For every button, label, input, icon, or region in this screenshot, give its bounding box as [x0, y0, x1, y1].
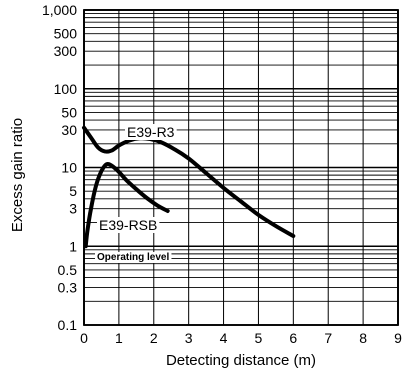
grid [83, 9, 399, 326]
y-tick-label: 0.1 [58, 317, 78, 333]
series-lines [82, 125, 296, 249]
series-line-e39-rsb [83, 161, 170, 249]
y-tick-label: 300 [54, 43, 78, 59]
y-tick-label: 0.3 [58, 279, 78, 295]
y-tick-label: 1 [69, 238, 77, 254]
y-axis-label: Excess gain ratio [9, 118, 26, 232]
x-tick-label: 0 [80, 330, 88, 346]
y-tick-label: 3 [69, 201, 77, 217]
y-tick-label: 5 [69, 183, 77, 199]
series-label-e39-rsb: E39-RSB [99, 217, 157, 233]
y-tick-label: 500 [54, 26, 78, 42]
operating-level-label-bg [95, 252, 172, 263]
series-label-e39-rsb-bg [97, 217, 160, 233]
series-label-e39-r3-bg [125, 124, 177, 140]
x-tick-label: 9 [394, 330, 402, 346]
x-tick-label: 1 [115, 330, 123, 346]
x-tick-label: 2 [150, 330, 158, 346]
series-line-e39-r3 [82, 125, 296, 238]
x-tick-label: 7 [324, 330, 332, 346]
x-axis-label: Detecting distance (m) [166, 352, 316, 369]
y-tick-label: 1,000 [42, 2, 77, 18]
y-tick-label: 50 [61, 104, 77, 120]
y-tick-label: 10 [61, 160, 77, 176]
x-tick-label: 5 [255, 330, 263, 346]
x-tick-label: 6 [289, 330, 297, 346]
operating-level-label: Operating level [97, 252, 169, 263]
y-tick-label: 100 [54, 81, 78, 97]
x-tick-label: 4 [220, 330, 228, 346]
chart-labels: E39-R3 E39-RSB Operating level [95, 124, 177, 263]
series-label-e39-r3: E39-R3 [127, 124, 175, 140]
plot-border [83, 9, 399, 326]
y-tick-label: 0.5 [58, 262, 78, 278]
x-tick-label: 8 [359, 330, 367, 346]
x-tick-label: 3 [185, 330, 193, 346]
y-tick-label: 30 [61, 122, 77, 138]
